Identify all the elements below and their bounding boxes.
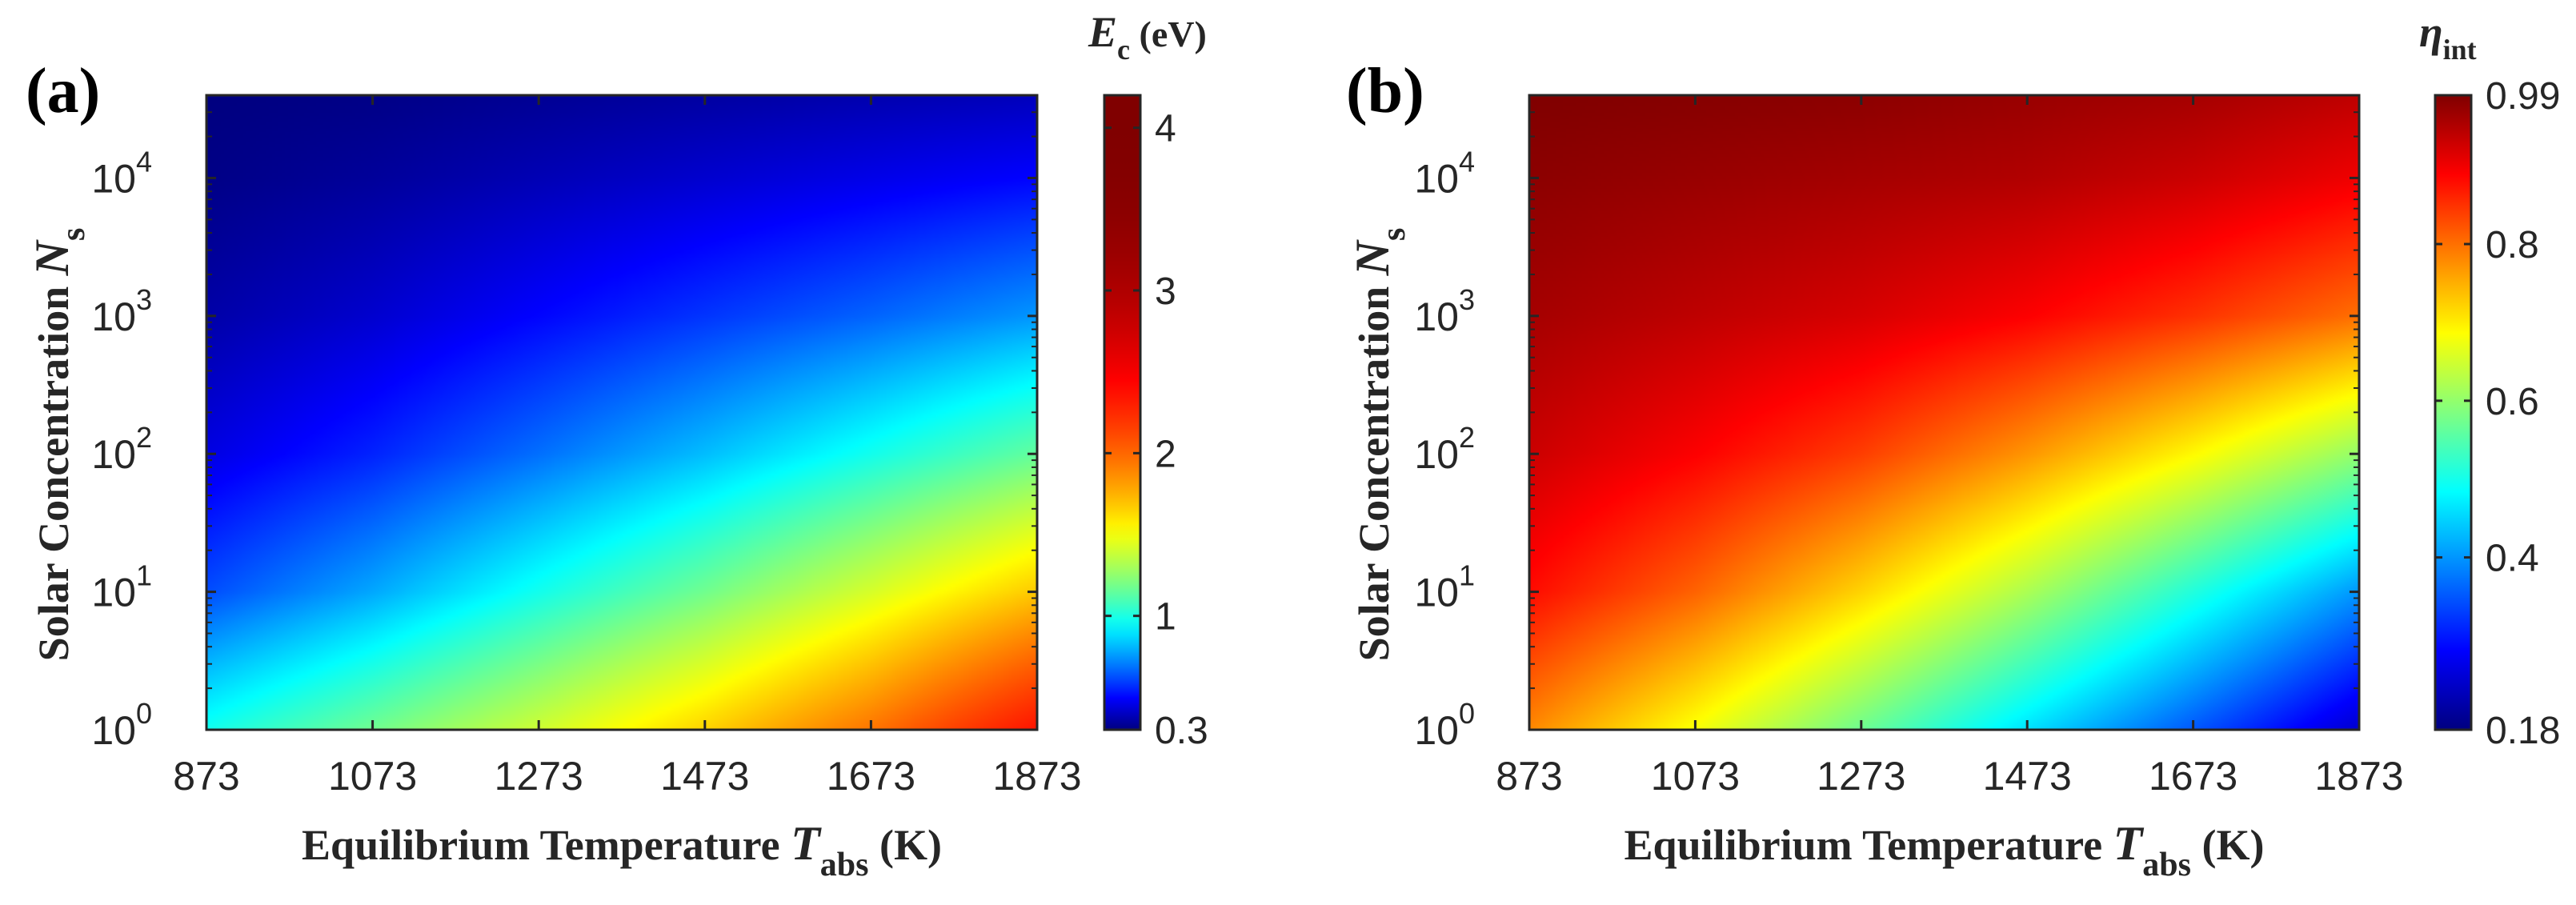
x-label-prefix: Equilibrium Temperature: [302, 821, 791, 869]
colorbar-title-suffix: (eV): [1130, 14, 1207, 54]
colorbar: [1103, 94, 1142, 731]
y-axis-label: Solar Concentration Ns: [1346, 228, 1412, 662]
x-tick-label: 1873: [2314, 754, 2403, 799]
y-tick-label: 104: [91, 145, 152, 201]
y-label-subscript: s: [55, 228, 92, 241]
y-tick-label: 104: [1414, 145, 1475, 201]
y-tick-base: 10: [91, 708, 136, 753]
y-tick-base: 10: [91, 294, 136, 339]
x-tick-label: 1873: [992, 754, 1081, 799]
y-tick-exponent: 4: [1459, 145, 1475, 178]
colorbar-title-subscript: c: [1117, 34, 1130, 66]
panel-a: 873 1073 1273 1473 1673 1873100101102103104Eq…: [26, 8, 1208, 883]
colorbar-tick-label: 0.4: [2486, 538, 2539, 580]
y-tick-exponent: 0: [136, 697, 152, 730]
x-axis-label: Equilibrium Temperature Tabs (K): [302, 817, 942, 883]
x-tick-label: 1073: [1651, 754, 1740, 799]
colorbar-min-label: 0.3: [1155, 710, 1208, 752]
x-label-symbol: T: [2113, 817, 2145, 870]
y-tick-label: 101: [91, 559, 152, 615]
x-label-symbol: T: [791, 817, 822, 870]
x-tick-label: 873: [1496, 754, 1562, 799]
y-tick-base: 10: [91, 156, 136, 201]
y-label-symbol: N: [26, 238, 78, 276]
colorbar-tick-label: 0.6: [2486, 381, 2539, 423]
x-label-subscript: abs: [2142, 847, 2191, 883]
x-tick-label: 1473: [660, 754, 749, 799]
y-tick-label: 100: [91, 697, 152, 753]
y-tick-exponent: 2: [136, 421, 152, 454]
y-tick-base: 10: [1414, 156, 1459, 201]
colorbar: [2434, 94, 2473, 731]
y-tick-base: 10: [1414, 571, 1459, 615]
y-tick-exponent: 0: [1459, 697, 1475, 730]
y-label-prefix: Solar Concentration: [1350, 275, 1398, 661]
y-tick-base: 10: [1414, 294, 1459, 339]
panel-label: (a): [26, 56, 100, 126]
y-label-prefix: Solar Concentration: [30, 275, 78, 661]
y-tick-label: 103: [91, 283, 152, 339]
colorbar-max-label: 0.99: [2486, 75, 2560, 118]
y-tick-base: 10: [91, 432, 136, 477]
y-tick-label: 102: [1414, 421, 1475, 477]
y-tick-base: 10: [1414, 432, 1459, 477]
y-tick-exponent: 2: [1459, 421, 1475, 454]
y-tick-exponent: 1: [136, 559, 152, 592]
y-label-symbol: N: [1346, 238, 1399, 276]
x-label-suffix: (K): [2191, 821, 2264, 869]
colorbar-title-subscript: int: [2443, 34, 2477, 66]
y-tick-exponent: 3: [136, 283, 152, 316]
colorbar-tick-label: 4: [1155, 108, 1176, 150]
panel-b: 873 1073 1273 1473 1673 1873100101102103104Eq…: [1346, 8, 2560, 883]
colorbar-title: ηint: [2419, 8, 2477, 66]
y-tick-label: 100: [1414, 697, 1475, 753]
y-tick-label: 101: [1414, 559, 1475, 615]
x-label-prefix: Equilibrium Temperature: [1625, 821, 2113, 869]
y-axis-label: Solar Concentration Ns: [26, 228, 92, 662]
heatmap-image: [206, 95, 1037, 730]
x-tick-label: 1073: [328, 754, 417, 799]
x-tick-label: 1273: [495, 754, 583, 799]
x-label-subscript: abs: [820, 847, 869, 883]
colorbar-title: Ec (eV): [1088, 8, 1207, 66]
x-tick-label: 1673: [2149, 754, 2237, 799]
y-tick-label: 102: [91, 421, 152, 477]
panel-label: (b): [1346, 56, 1424, 126]
x-tick-label: 873: [173, 754, 239, 799]
y-tick-exponent: 1: [1459, 559, 1475, 592]
x-tick-label: 1473: [1983, 754, 2072, 799]
y-tick-exponent: 3: [1459, 283, 1475, 316]
heatmap-image: [1529, 95, 2359, 730]
colorbar-title-symbol: η: [2419, 8, 2443, 56]
colorbar-title-symbol: E: [1088, 8, 1117, 56]
colorbar-min-label: 0.18: [2486, 710, 2560, 752]
colorbar-tick-label: 1: [1155, 596, 1176, 639]
colorbar-tick-label: 2: [1155, 433, 1176, 475]
y-tick-base: 10: [1414, 708, 1459, 753]
y-tick-base: 10: [91, 571, 136, 615]
x-tick-label: 1673: [827, 754, 915, 799]
x-tick-label: 1273: [1817, 754, 1905, 799]
y-tick-exponent: 4: [136, 145, 152, 178]
y-label-subscript: s: [1376, 228, 1412, 241]
x-axis-label: Equilibrium Temperature Tabs (K): [1625, 817, 2265, 883]
x-label-suffix: (K): [868, 821, 941, 869]
colorbar-tick-label: 3: [1155, 270, 1176, 313]
colorbar-tick-label: 0.8: [2486, 224, 2539, 266]
y-tick-label: 103: [1414, 283, 1475, 339]
